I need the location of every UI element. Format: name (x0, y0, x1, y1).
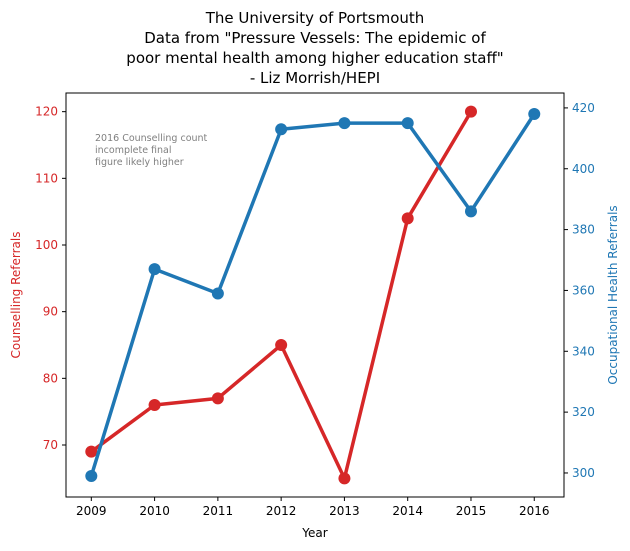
series-counselling (85, 105, 477, 485)
x-tick-label: 2009 (76, 504, 107, 518)
data-point (275, 123, 288, 136)
y-left-tick-label: 120 (35, 105, 58, 119)
y-right-tick-label: 360 (572, 283, 595, 297)
annotation-line: 2016 Counselling count (95, 133, 208, 144)
data-point (211, 392, 224, 405)
x-axis: 2009 2010 2011 2012 2013 2014 2015 2016 (76, 497, 550, 518)
annotation-line: incomplete final (95, 145, 172, 156)
data-point (148, 399, 161, 411)
y-axis-right-label: Occupational Health Referrals (606, 205, 620, 384)
data-point (275, 339, 288, 351)
x-axis-label: Year (301, 526, 327, 540)
y-axis-left: 70 80 90 100 110 120 (35, 105, 66, 452)
data-point (464, 105, 477, 118)
series-layer (85, 105, 541, 485)
y-axis-right: 300 320 340 360 380 400 420 (564, 101, 595, 480)
data-point (401, 212, 414, 225)
data-point (338, 472, 351, 485)
y-left-tick-label: 110 (35, 171, 58, 185)
chart-title: The University of Portsmouth Data from "… (126, 9, 503, 87)
x-tick-label: 2016 (519, 504, 550, 518)
y-left-tick-label: 80 (43, 371, 58, 385)
y-right-tick-label: 340 (572, 344, 595, 358)
y-left-tick-label: 70 (43, 438, 58, 452)
y-right-tick-label: 380 (572, 223, 595, 237)
data-point (211, 287, 224, 300)
data-point (85, 470, 98, 483)
data-point (401, 117, 414, 130)
plot-area (65, 92, 565, 498)
data-point (85, 445, 98, 458)
annotation-line: figure likely higher (95, 157, 184, 168)
title-line: Data from "Pressure Vessels: The epidemi… (144, 29, 486, 47)
x-tick-label: 2014 (392, 504, 423, 518)
series-occupational-health (85, 107, 541, 483)
data-point (338, 117, 351, 130)
data-point (148, 263, 161, 276)
data-point (464, 205, 477, 218)
annotation-note: 2016 Counselling count incomplete final … (95, 133, 208, 168)
data-point (528, 107, 541, 120)
title-line: poor mental health among higher educatio… (126, 49, 503, 67)
x-tick-label: 2011 (203, 504, 234, 518)
y-left-tick-label: 100 (35, 238, 58, 252)
y-axis-left-label: Counselling Referrals (9, 232, 23, 359)
y-right-tick-label: 300 (572, 466, 595, 480)
x-tick-label: 2012 (266, 504, 297, 518)
x-tick-label: 2013 (329, 504, 360, 518)
title-line: - Liz Morrish/HEPI (250, 69, 380, 87)
y-right-tick-label: 400 (572, 162, 595, 176)
y-right-tick-label: 420 (572, 101, 595, 115)
title-line: The University of Portsmouth (205, 9, 425, 27)
y-left-tick-label: 90 (43, 305, 58, 319)
y-right-tick-label: 320 (572, 405, 595, 419)
x-tick-label: 2015 (456, 504, 487, 518)
x-tick-label: 2010 (139, 504, 170, 518)
series-line (89, 112, 537, 478)
